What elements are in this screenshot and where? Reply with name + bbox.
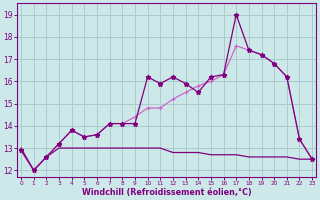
X-axis label: Windchill (Refroidissement éolien,°C): Windchill (Refroidissement éolien,°C) xyxy=(82,188,252,197)
